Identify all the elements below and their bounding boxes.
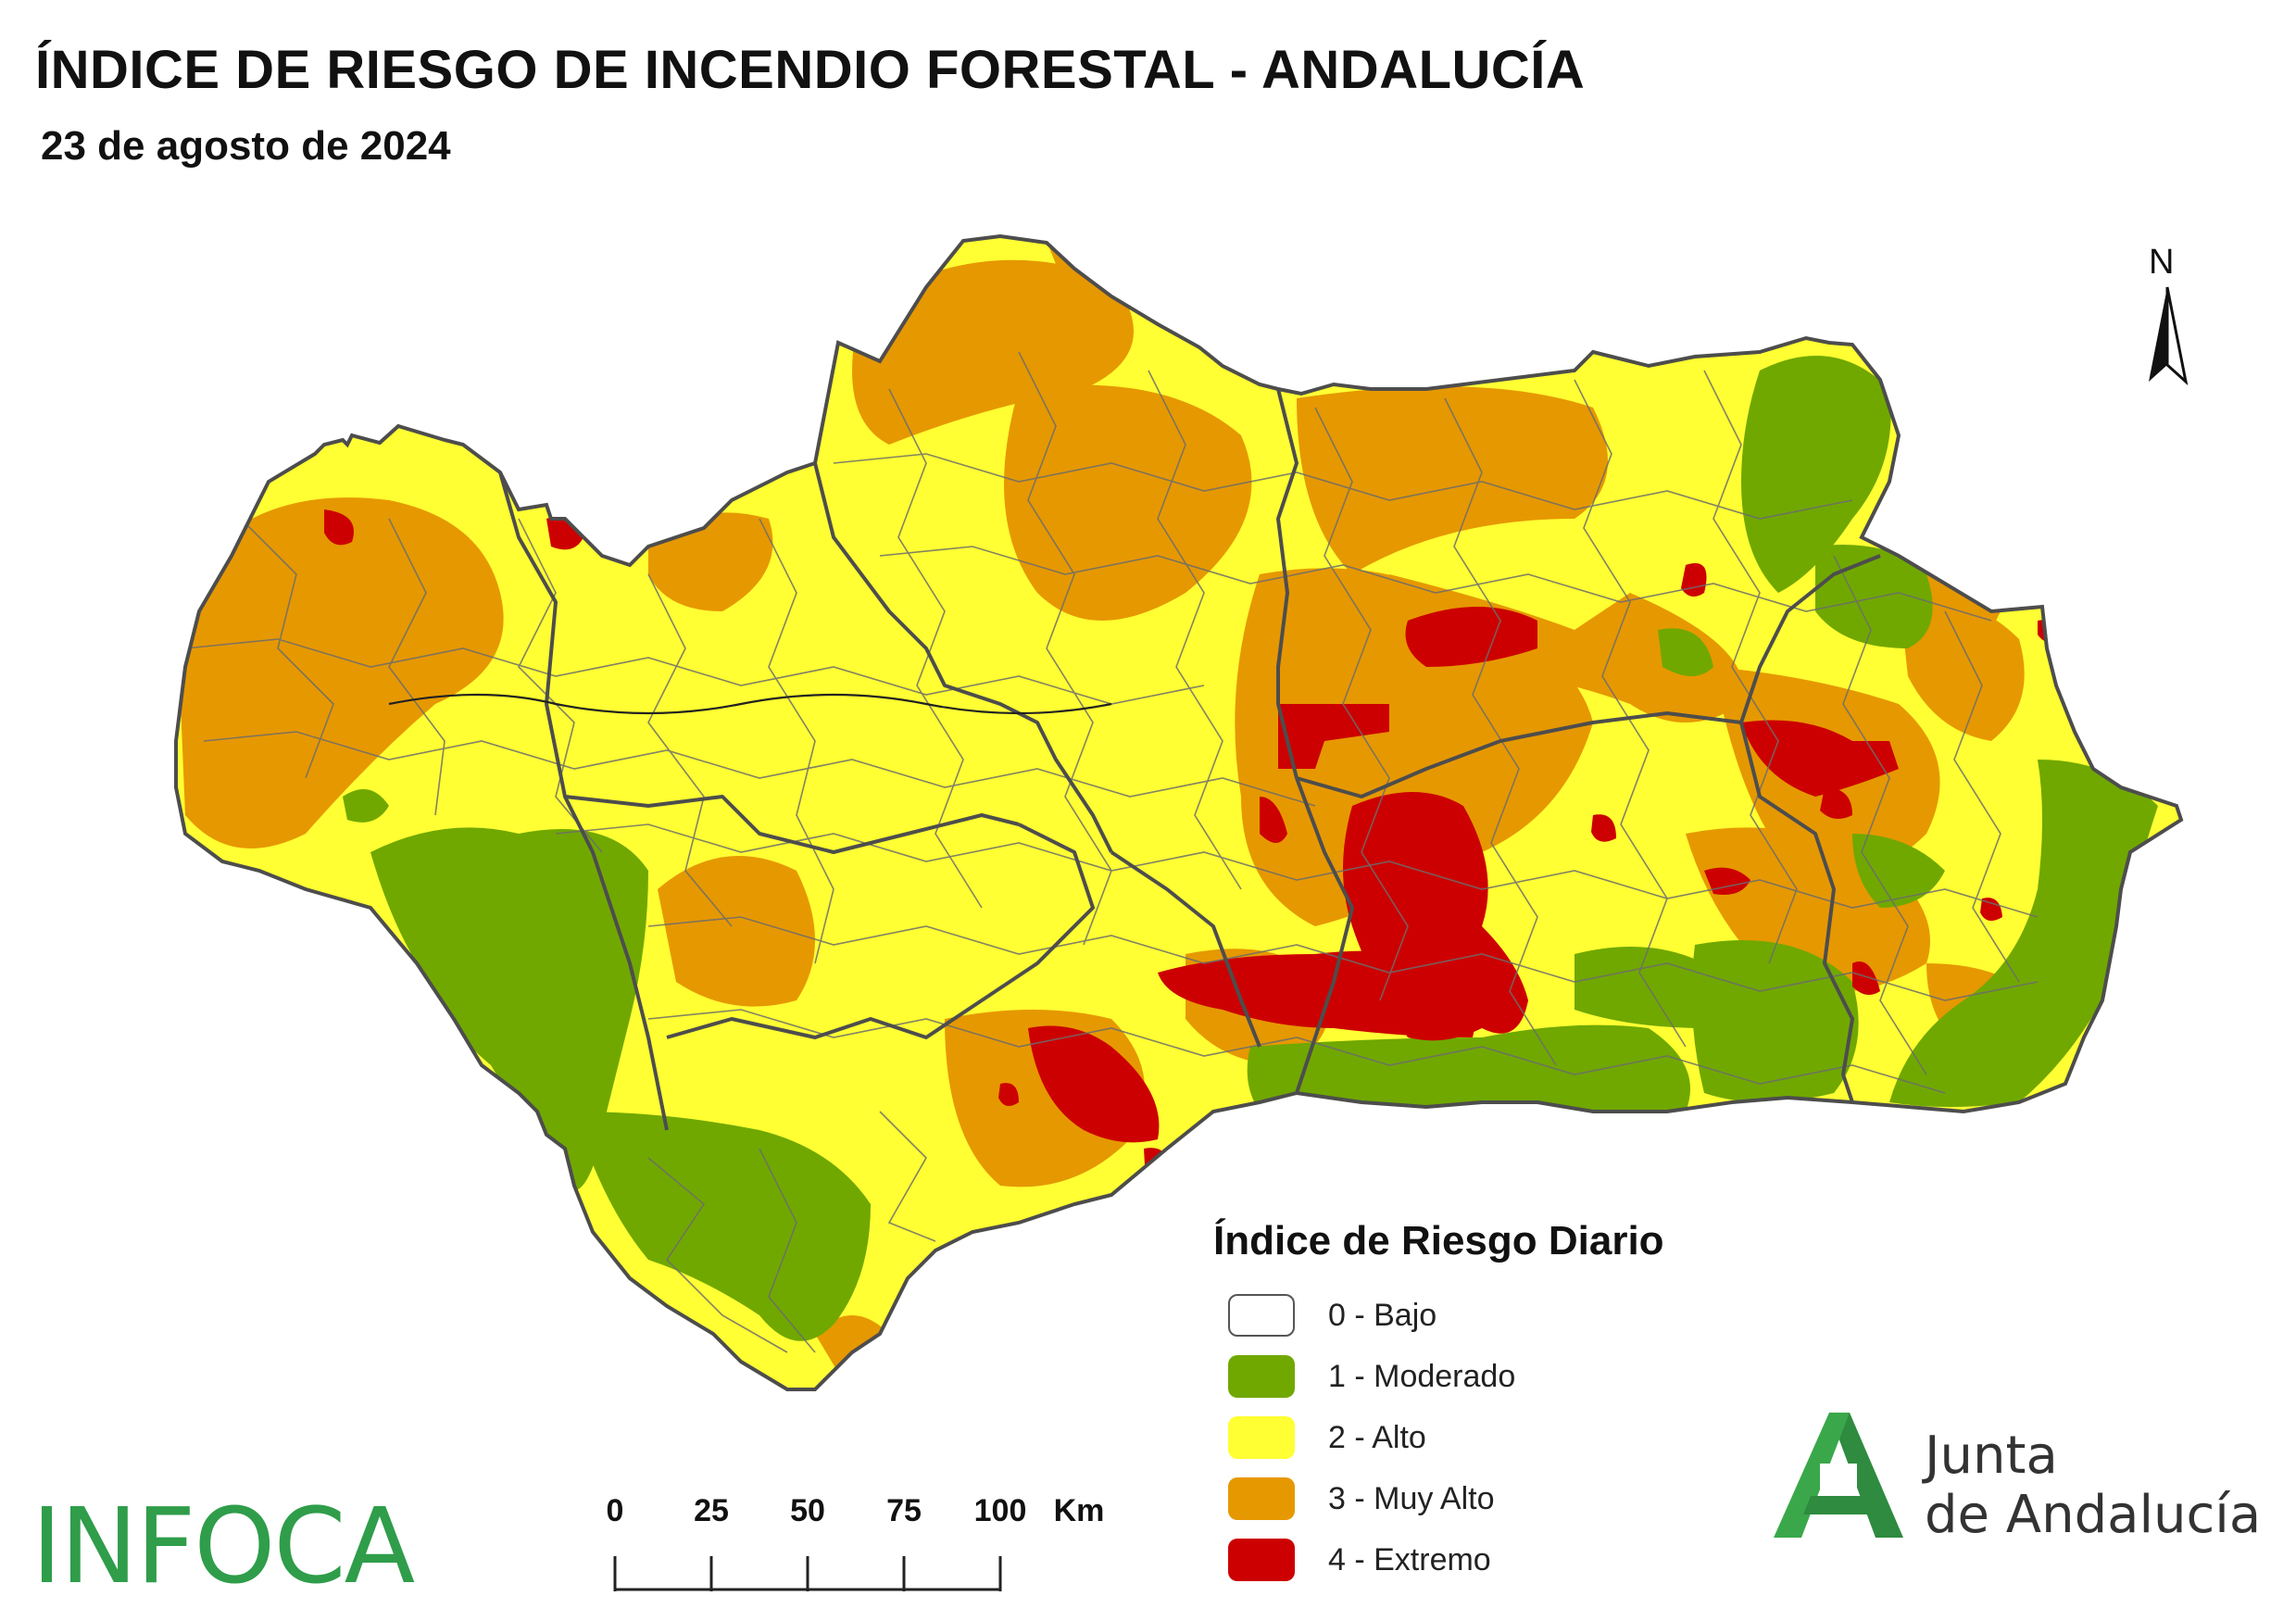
legend-item-muy-alto: 3 - Muy Alto: [1213, 1468, 1664, 1529]
junta-andalucia-logo-icon: [1774, 1413, 1903, 1538]
scale-unit: Km: [1053, 1493, 1105, 1528]
north-arrow-icon: [2149, 286, 2189, 386]
infoca-logo: INFOCA: [31, 1487, 415, 1607]
legend-label: 1 - Moderado: [1328, 1358, 1516, 1394]
map-legend: Índice de Riesgo Diario 0 - Bajo 1 - Mod…: [1213, 1218, 1664, 1590]
scale-labels: 0 25 50 75 100 Km: [607, 1493, 1130, 1534]
junta-line2: de Andalucía: [1925, 1485, 2262, 1545]
legend-item-bajo: 0 - Bajo: [1213, 1285, 1664, 1346]
legend-swatch-alto: [1228, 1416, 1295, 1459]
legend-swatch-muy-alto: [1228, 1477, 1295, 1520]
legend-swatch-bajo: [1228, 1294, 1295, 1337]
legend-title: Índice de Riesgo Diario: [1213, 1218, 1664, 1263]
map-title: ÍNDICE DE RIESGO DE INCENDIO FORESTAL - …: [35, 40, 1586, 100]
scale-tick-label: 75: [886, 1493, 922, 1528]
north-label: N: [2149, 243, 2175, 282]
legend-swatch-moderado: [1228, 1355, 1295, 1398]
legend-item-extremo: 4 - Extremo: [1213, 1529, 1664, 1590]
legend-item-moderado: 1 - Moderado: [1213, 1346, 1664, 1407]
legend-label: 0 - Bajo: [1328, 1297, 1437, 1333]
legend-label: 3 - Muy Alto: [1328, 1480, 1495, 1516]
map-date: 23 de agosto de 2024: [41, 123, 451, 169]
legend-item-alto: 2 - Alto: [1213, 1407, 1664, 1468]
legend-label: 4 - Extremo: [1328, 1541, 1491, 1577]
legend-label: 2 - Alto: [1328, 1419, 1426, 1455]
scale-tick-label: 25: [694, 1493, 729, 1528]
scale-tick-label: 0: [606, 1493, 624, 1528]
scale-tick-label: 50: [790, 1493, 825, 1528]
scale-bar-graphic: [613, 1556, 1002, 1591]
scale-tick-label: 100: [973, 1493, 1027, 1528]
legend-swatch-extremo: [1228, 1539, 1295, 1581]
junta-andalucia-text: Junta de Andalucía: [1925, 1426, 2261, 1545]
junta-line1: Junta: [1925, 1426, 2058, 1486]
scale-bar: 0 25 50 75 100 Km: [607, 1493, 1130, 1603]
